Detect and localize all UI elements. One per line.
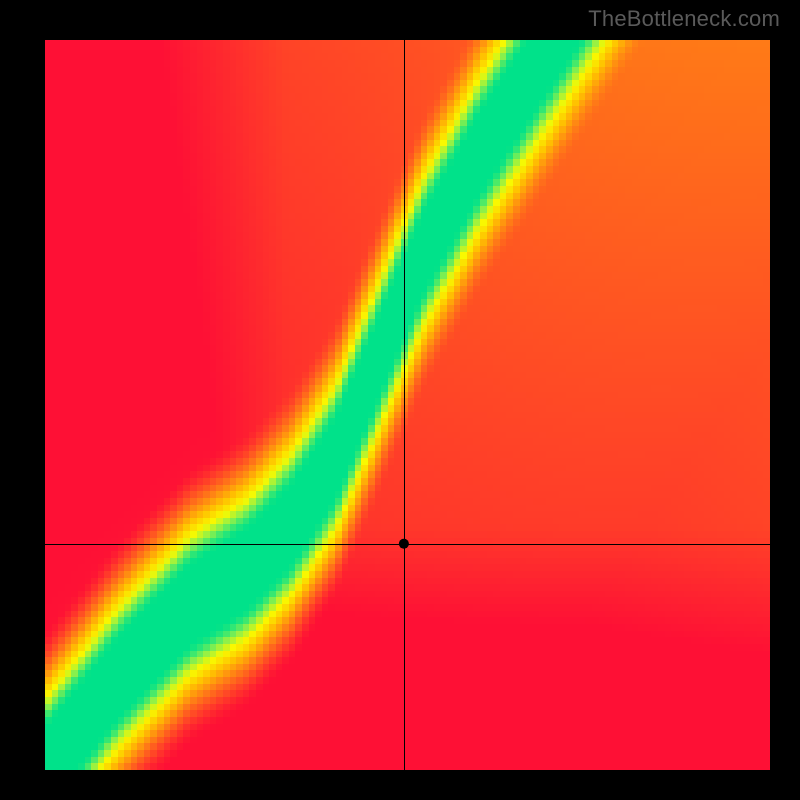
crosshair-overlay xyxy=(0,0,800,800)
watermark-text: TheBottleneck.com xyxy=(588,6,780,32)
chart-container: TheBottleneck.com xyxy=(0,0,800,800)
